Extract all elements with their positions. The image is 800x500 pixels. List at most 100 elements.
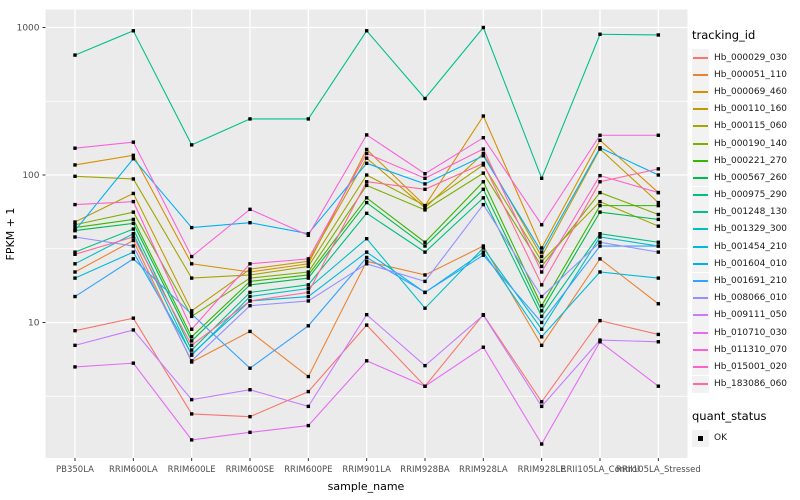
legend-line-icon <box>693 262 708 265</box>
data-point <box>131 221 136 226</box>
data-point <box>481 151 486 156</box>
data-point <box>306 283 311 287</box>
legend-key-swatch <box>692 306 709 324</box>
data-point <box>481 244 486 248</box>
data-point <box>364 161 369 166</box>
legend-key-swatch <box>692 117 709 135</box>
data-point <box>598 338 602 342</box>
data-point <box>306 259 311 263</box>
legend-key-swatch <box>692 324 709 342</box>
data-point <box>248 117 252 121</box>
legend-label: Hb_001691_210 <box>714 276 788 287</box>
legend-label: Hb_001248_130 <box>714 207 788 218</box>
x-tick-label: RRII105LA_Control <box>561 465 640 475</box>
data-point <box>656 190 661 195</box>
legend-item: Hb_000190_140 <box>692 135 800 153</box>
data-point <box>656 224 661 228</box>
data-point <box>364 156 369 160</box>
y-tick-label: 10 <box>28 319 40 329</box>
data-point <box>189 335 194 339</box>
data-point <box>189 327 194 331</box>
data-point <box>481 136 486 140</box>
legend-item: Hb_011310_070 <box>692 341 800 359</box>
data-point <box>539 176 544 180</box>
data-point <box>364 147 369 152</box>
data-point <box>423 290 427 295</box>
x-tick-label: RRIM928BA <box>400 465 450 475</box>
data-point <box>189 352 194 356</box>
data-point <box>539 314 544 319</box>
data-point <box>423 206 427 210</box>
legend-label: Hb_015001_020 <box>714 361 788 372</box>
data-point <box>481 250 486 254</box>
data-point <box>539 442 544 446</box>
x-axis-tick-labels: PB350LA RRIM600LA RRIM600LE RRIM600SE RRIM60… <box>56 465 701 475</box>
data-point <box>423 240 427 244</box>
data-point <box>656 212 661 217</box>
data-point <box>364 259 369 263</box>
data-point <box>539 400 544 404</box>
data-point <box>131 210 136 214</box>
data-point <box>189 343 194 348</box>
data-point <box>423 250 427 254</box>
data-point <box>423 208 427 212</box>
legend-label: Hb_000110_160 <box>714 104 788 115</box>
data-point <box>598 210 602 214</box>
data-point <box>248 366 252 370</box>
data-point <box>73 223 77 227</box>
data-point <box>423 244 427 248</box>
data-point <box>364 255 369 260</box>
data-point <box>423 203 427 208</box>
legend-item: Hb_000975_290 <box>692 186 800 204</box>
legend-line-icon <box>693 159 708 162</box>
data-point <box>131 328 136 332</box>
data-point <box>73 328 77 333</box>
data-point <box>364 359 369 363</box>
data-point <box>539 327 544 331</box>
legend-label: Hb_183086_060 <box>714 379 788 390</box>
legend-key-swatch <box>692 83 709 101</box>
data-point <box>539 250 544 254</box>
x-axis-title: sample_name <box>328 480 405 493</box>
legend-label: Hb_009111_050 <box>714 310 788 321</box>
legend-item: Hb_001454_210 <box>692 238 800 256</box>
legend-line-icon <box>693 383 708 386</box>
legend-line-icon <box>693 108 708 111</box>
legend-label: Hb_000029_030 <box>714 52 788 63</box>
data-point <box>189 412 194 416</box>
data-point <box>423 279 427 284</box>
legend-line-icon <box>693 280 708 283</box>
legend-item: Hb_001329_300 <box>692 220 800 238</box>
data-point <box>539 309 544 313</box>
data-point <box>73 270 77 274</box>
data-point <box>364 200 369 205</box>
data-point <box>248 270 252 274</box>
data-point <box>539 404 544 409</box>
data-point <box>598 235 602 239</box>
data-point <box>481 171 486 175</box>
x-tick-label: PB350LA <box>56 465 94 475</box>
data-point <box>73 146 77 150</box>
data-point <box>481 196 486 200</box>
data-point <box>656 302 661 306</box>
data-point <box>248 430 252 435</box>
legend: tracking_id Hb_000029_030 Hb_000051_110 Hb… <box>692 28 800 447</box>
data-point <box>131 199 136 204</box>
legend-key-swatch <box>692 152 709 170</box>
data-point <box>306 290 311 295</box>
data-point <box>481 187 486 191</box>
data-point <box>423 187 427 191</box>
data-point <box>539 343 544 348</box>
data-point <box>189 276 194 280</box>
data-point <box>656 250 661 254</box>
data-point <box>73 225 77 230</box>
data-point <box>306 257 311 261</box>
x-tick-label: RRIM901LA <box>342 465 391 475</box>
data-point <box>481 202 486 207</box>
data-point <box>656 244 661 248</box>
data-point <box>481 161 486 166</box>
legend-label: Hb_000069_460 <box>714 86 788 97</box>
data-point <box>189 254 194 259</box>
legend-key-swatch <box>692 375 709 393</box>
legend-item: Hb_000110_160 <box>692 100 800 118</box>
